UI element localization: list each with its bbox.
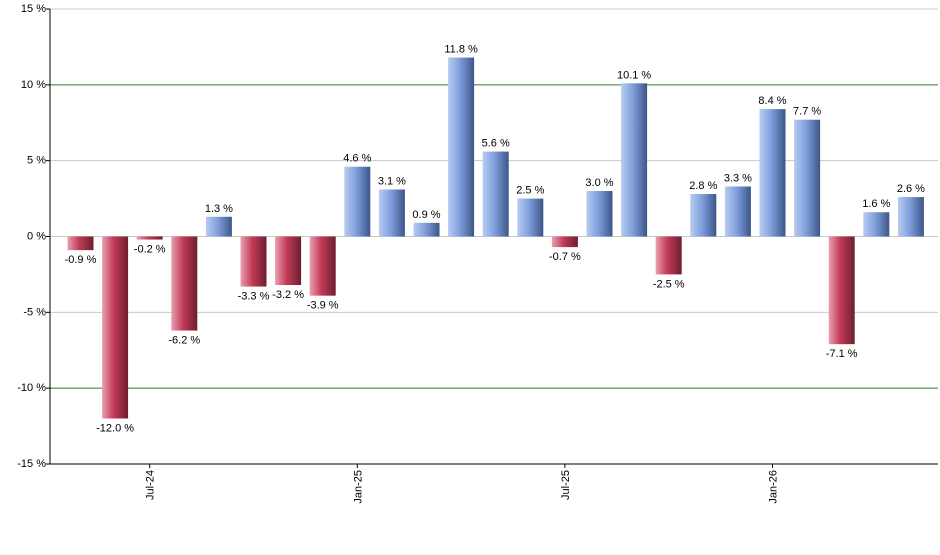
bar xyxy=(863,212,890,237)
x-tick-label: Jan-26 xyxy=(768,470,780,504)
x-tick-label: Jan-25 xyxy=(352,470,364,504)
bar xyxy=(136,236,163,240)
bar xyxy=(517,198,544,237)
bar-value-label: 4.6 % xyxy=(343,153,371,165)
bar-value-label: 2.6 % xyxy=(897,183,925,195)
bar xyxy=(586,191,613,237)
y-tick-label: -5 % xyxy=(23,306,46,318)
bar-value-label: 8.4 % xyxy=(758,95,786,107)
bar-value-label: 2.8 % xyxy=(689,180,717,192)
bar-value-label: 3.3 % xyxy=(724,172,752,184)
bar-value-label: 5.6 % xyxy=(482,138,510,150)
bar xyxy=(413,222,440,237)
bar-value-label: 1.6 % xyxy=(862,198,890,210)
bar-value-label: 2.5 % xyxy=(516,185,544,197)
bar xyxy=(448,57,475,237)
bar xyxy=(759,109,786,237)
bar xyxy=(482,151,509,237)
x-tick-label: Jul-25 xyxy=(560,470,572,500)
bar-value-label: -3.2 % xyxy=(272,289,304,301)
bar-value-label: 7.7 % xyxy=(793,106,821,118)
bars xyxy=(67,57,924,419)
bar-value-label: 11.8 % xyxy=(444,44,478,56)
y-tick-label: 5 % xyxy=(27,155,46,167)
bar xyxy=(275,236,302,286)
bar xyxy=(621,83,648,237)
bar-value-label: 0.9 % xyxy=(412,209,440,221)
data-labels: -0.9 % -12.0 % -0.2 % -6.2 % 1.3 % -3.3 % -3.2… xyxy=(65,44,926,435)
bar-value-label: -7.1 % xyxy=(826,348,858,360)
y-tick-label: 10 % xyxy=(21,79,46,91)
bar xyxy=(724,186,751,237)
bar xyxy=(344,166,371,237)
bar xyxy=(794,119,821,237)
y-tick-label: 0 % xyxy=(27,231,46,243)
bar-value-label: -0.9 % xyxy=(65,254,97,266)
bar xyxy=(171,236,198,331)
bar-value-label: 1.3 % xyxy=(205,203,233,215)
bar xyxy=(102,236,129,419)
bar-value-label: -3.3 % xyxy=(238,291,270,303)
bar-value-label: -2.5 % xyxy=(653,278,685,290)
bar xyxy=(67,236,94,251)
bar-value-label: -12.0 % xyxy=(96,423,134,435)
bar xyxy=(551,236,578,248)
bar-value-label: -0.2 % xyxy=(134,244,166,256)
y-tick-label: -15 % xyxy=(17,458,46,470)
bar xyxy=(378,189,405,237)
bar xyxy=(240,236,267,287)
x-tick-label: Jul-24 xyxy=(145,470,157,500)
bar-value-label: 3.1 % xyxy=(378,175,406,187)
bar-value-label: -3.9 % xyxy=(307,300,339,312)
bar-value-label: -6.2 % xyxy=(168,335,200,347)
y-tick-label: -10 % xyxy=(17,382,46,394)
bar xyxy=(828,236,855,345)
bar xyxy=(205,216,232,237)
bar-value-label: -0.7 % xyxy=(549,251,581,263)
axes: 15 % 10 % 5 % 0 % -5 % -10 % -15 % Jul-24 Jan-25… xyxy=(17,3,938,504)
bar-value-label: 3.0 % xyxy=(585,177,613,189)
bar xyxy=(655,236,682,275)
bar xyxy=(690,194,717,237)
bar xyxy=(897,197,924,237)
y-tick-label: 15 % xyxy=(21,3,46,15)
bar-value-label: 10.1 % xyxy=(617,69,651,81)
bar xyxy=(309,236,336,296)
